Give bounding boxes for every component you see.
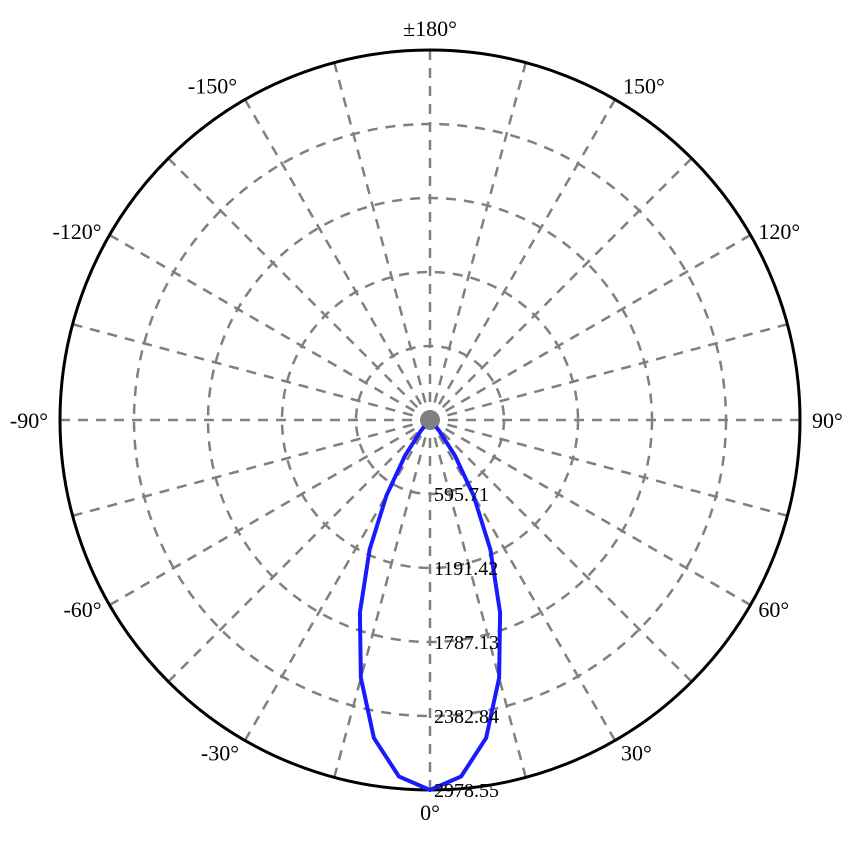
angle-tick-label: 90°: [812, 408, 843, 433]
grid-spoke: [334, 63, 430, 420]
angle-tick-label: -120°: [52, 219, 101, 244]
angle-tick-label: ±180°: [403, 16, 457, 41]
angle-tick-label: 0°: [420, 800, 440, 825]
grid-spoke: [73, 420, 430, 516]
grid-spoke: [168, 420, 430, 682]
grid-spoke: [73, 324, 430, 420]
grid-spoke: [110, 235, 430, 420]
radial-tick-label: 1191.42: [434, 558, 498, 580]
grid-spoke: [430, 235, 750, 420]
angle-tick-label: -60°: [63, 597, 101, 622]
angle-tick-label: 60°: [758, 597, 789, 622]
grid-spoke: [168, 158, 430, 420]
angle-tick-label: -150°: [188, 74, 237, 99]
grid-spoke: [245, 420, 430, 740]
angle-tick-label: 120°: [758, 219, 800, 244]
grid-spoke: [430, 63, 526, 420]
radial-tick-label: 2382.84: [434, 706, 499, 728]
angle-tick-label: 150°: [623, 74, 665, 99]
grid-spoke: [245, 100, 430, 420]
grid-spoke: [430, 324, 787, 420]
polar-chart: 595.71 1191.42 1787.13 2382.84 2978.55 ±180°…: [0, 0, 863, 845]
radial-tick-label: 2978.55: [434, 780, 499, 802]
angle-tick-label: 30°: [621, 740, 652, 765]
grid-spoke: [430, 158, 692, 420]
angle-tick-label: -90°: [10, 408, 48, 433]
grid-spoke: [430, 100, 615, 420]
radial-tick-label: 595.71: [434, 484, 489, 506]
center-dot-icon: [421, 411, 439, 429]
angle-tick-label: -30°: [201, 740, 239, 765]
radial-axis-labels: 595.71 1191.42 1787.13 2382.84 2978.55: [434, 484, 499, 802]
radial-tick-label: 1787.13: [434, 632, 499, 654]
grid-spoke: [430, 420, 615, 740]
grid-spoke: [334, 420, 430, 777]
